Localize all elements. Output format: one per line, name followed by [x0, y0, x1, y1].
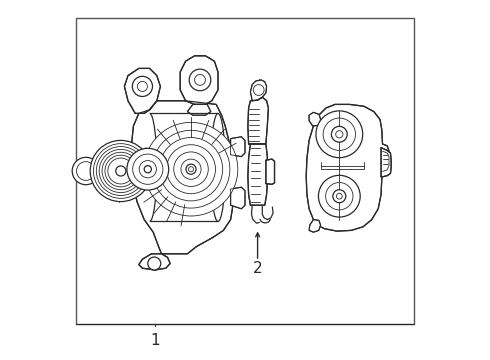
- Circle shape: [331, 126, 347, 142]
- Circle shape: [152, 130, 230, 208]
- Circle shape: [127, 148, 169, 190]
- Circle shape: [189, 69, 211, 91]
- Text: 2: 2: [253, 261, 263, 276]
- Polygon shape: [139, 254, 170, 270]
- Circle shape: [102, 152, 140, 190]
- Circle shape: [99, 149, 143, 193]
- Circle shape: [94, 144, 148, 198]
- Polygon shape: [250, 80, 267, 101]
- Text: 1: 1: [150, 333, 160, 348]
- Polygon shape: [180, 56, 218, 104]
- Circle shape: [133, 154, 163, 184]
- Polygon shape: [309, 112, 320, 126]
- Circle shape: [139, 161, 156, 178]
- Circle shape: [195, 75, 205, 85]
- Polygon shape: [231, 137, 245, 157]
- Circle shape: [174, 152, 208, 186]
- Circle shape: [253, 85, 264, 95]
- Circle shape: [76, 162, 95, 180]
- Polygon shape: [381, 148, 391, 177]
- Circle shape: [159, 138, 222, 201]
- Polygon shape: [231, 187, 245, 209]
- Circle shape: [181, 159, 201, 179]
- Circle shape: [186, 164, 196, 174]
- Circle shape: [167, 145, 216, 194]
- Circle shape: [333, 190, 346, 203]
- Circle shape: [72, 157, 99, 185]
- Circle shape: [148, 257, 161, 270]
- Circle shape: [105, 155, 137, 187]
- Circle shape: [90, 140, 151, 202]
- Circle shape: [144, 122, 238, 216]
- Polygon shape: [248, 97, 269, 144]
- Circle shape: [337, 193, 342, 199]
- Circle shape: [189, 167, 194, 172]
- Circle shape: [137, 81, 147, 91]
- Circle shape: [132, 76, 152, 96]
- Circle shape: [97, 147, 145, 195]
- Circle shape: [116, 166, 126, 176]
- Bar: [76, 18, 414, 324]
- Polygon shape: [132, 101, 233, 254]
- Circle shape: [323, 118, 356, 150]
- Polygon shape: [124, 68, 160, 113]
- Polygon shape: [306, 104, 389, 231]
- Circle shape: [316, 111, 363, 158]
- Circle shape: [108, 158, 134, 184]
- Polygon shape: [309, 220, 320, 232]
- Circle shape: [144, 166, 151, 173]
- Polygon shape: [248, 144, 268, 205]
- Circle shape: [336, 131, 343, 138]
- Circle shape: [318, 175, 360, 217]
- Polygon shape: [266, 159, 274, 184]
- Circle shape: [326, 183, 353, 210]
- Polygon shape: [187, 104, 211, 115]
